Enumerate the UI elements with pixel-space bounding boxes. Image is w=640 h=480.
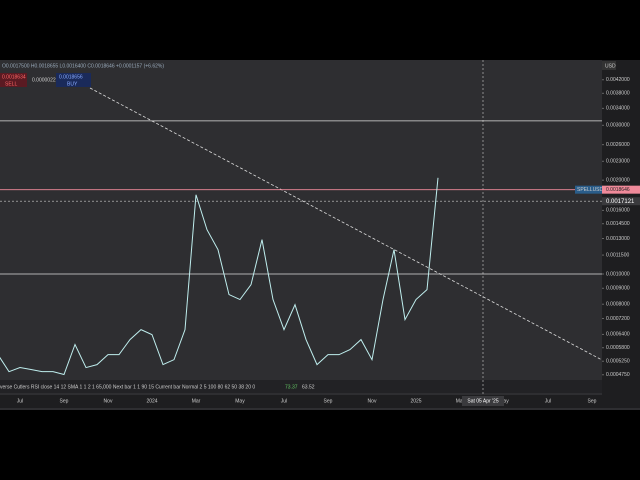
last-price-box — [602, 185, 640, 194]
currency: USD — [605, 63, 616, 69]
y-tick-label: 0.0008000 — [606, 302, 630, 308]
y-tick-label: 0.0034000 — [606, 106, 630, 112]
x-tick-label: Nov — [104, 398, 113, 404]
y-tick-label: 0.0042000 — [606, 77, 630, 83]
price-axis — [602, 60, 640, 395]
last-price-box — [575, 185, 602, 194]
x-tick-label: Sep — [60, 398, 69, 404]
x-tick-label: Jul — [281, 398, 287, 404]
symbol: SPELLUSD — [577, 187, 604, 193]
last-price: 0.0018646 — [606, 187, 630, 193]
y-tick-label: 0.0005250 — [606, 359, 630, 365]
indicator-value: 73.37 — [285, 384, 298, 390]
sell-price: 0.0018634 — [2, 74, 26, 80]
x-tick-label: Jul — [17, 398, 23, 404]
x-tick-label: Nov — [368, 398, 377, 404]
y-tick-label: 0.0038000 — [606, 91, 630, 97]
y-tick-label: 0.0023000 — [606, 159, 630, 165]
x-tick-label: Sep — [324, 398, 333, 404]
y-tick-label: 0.0004750 — [606, 372, 630, 378]
price-line — [0, 177, 439, 376]
crosshair-price: 0.0017121 — [606, 199, 635, 205]
x-tick-label: 2025 — [410, 398, 421, 404]
y-tick-label: 0.0014500 — [606, 221, 630, 227]
x-tick-label: Jul — [545, 398, 551, 404]
y-tick-label: 0.0030000 — [606, 123, 630, 129]
buy-button[interactable] — [56, 73, 91, 87]
x-tick-label: May — [499, 398, 509, 404]
buy-price: 0.0018656 — [59, 74, 83, 80]
x-tick-label: May — [235, 398, 245, 404]
x-tick-label: Mar — [456, 398, 465, 404]
x-tick-label: 2024 — [146, 398, 157, 404]
crosshair-date-box — [462, 396, 504, 406]
y-tick-label: 0.0007200 — [606, 316, 630, 322]
y-tick-label: 0.0020000 — [606, 178, 630, 184]
trend-line — [89, 87, 603, 361]
sell-button[interactable] — [0, 73, 27, 87]
indicator-value: 63.52 — [302, 384, 315, 390]
buy-label: BUY — [67, 81, 78, 87]
crosshair-price-box — [602, 197, 640, 206]
indicator-bar — [0, 380, 602, 393]
x-tick-label: Mar — [192, 398, 201, 404]
y-tick-label: 0.0026000 — [606, 142, 630, 148]
y-tick-label: 0.0006400 — [606, 332, 630, 338]
spread: 0.0000022 — [32, 77, 56, 83]
indicator-text: verse Cutlers RSI close 14 12 SMA 1 1 2 … — [0, 384, 255, 390]
y-tick-label: 0.0011500 — [606, 252, 629, 258]
chart-area — [0, 60, 640, 410]
y-tick-label: 0.0010000 — [606, 271, 630, 277]
ohlc: O0.0017500 H0.0018655 L0.0016400 C0.0018… — [2, 63, 164, 69]
y-tick-label: 0.0005800 — [606, 345, 630, 351]
y-tick-label: 0.0009000 — [606, 286, 630, 292]
crosshair-date: Sat 05 Apr '25 — [467, 398, 498, 404]
sell-label: SELL — [5, 81, 17, 87]
x-tick-label: Sep — [588, 398, 597, 404]
currency-button[interactable] — [602, 61, 616, 70]
y-tick-label: 0.0016000 — [606, 208, 630, 214]
y-tick-label: 0.0013000 — [606, 236, 630, 242]
